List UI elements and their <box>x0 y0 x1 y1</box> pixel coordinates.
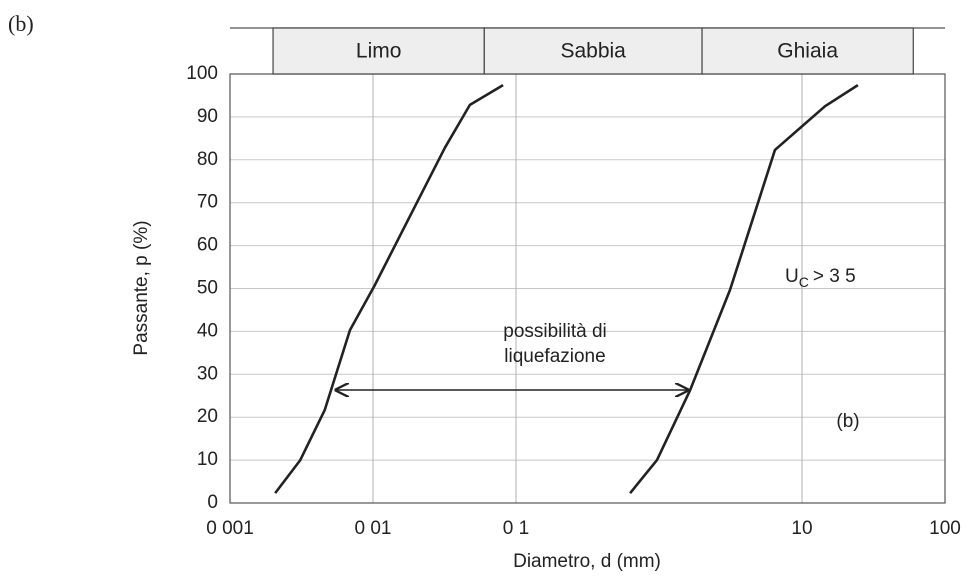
y-tick-label: 90 <box>197 106 218 127</box>
grid <box>229 73 946 504</box>
band-label: Sabbia <box>560 40 626 63</box>
x-tick-label: 10 <box>791 518 812 539</box>
uc-symbol: U <box>785 266 799 287</box>
y-tick-label: 50 <box>197 278 218 299</box>
x-axis-label: Diametro, d (mm) <box>513 551 661 572</box>
y-tick-label: 40 <box>197 320 218 341</box>
y-tick-label: 70 <box>197 192 218 213</box>
y-tick-label: 60 <box>197 235 218 256</box>
band <box>701 27 914 75</box>
y-axis-label: Passante, p (%) <box>131 220 152 355</box>
annotation: (b) <box>836 411 859 432</box>
chart-title: (b) <box>8 11 34 36</box>
marks <box>274 84 859 494</box>
y-tick-label: 30 <box>197 363 218 384</box>
annotation: liquefazione <box>504 346 605 367</box>
band <box>483 27 703 75</box>
y-tick-label: 10 <box>197 449 218 470</box>
annotation: UC > 3 5 <box>785 266 856 290</box>
x-tick-label: 0 1 <box>503 518 529 539</box>
y-tick-label: 0 <box>207 492 218 513</box>
y-tick-label: 100 <box>186 63 218 84</box>
y-tick-label: 20 <box>197 406 218 427</box>
x-tick-label: 0 001 <box>206 518 254 539</box>
line <box>629 84 859 494</box>
line <box>274 84 504 494</box>
uc-subscript: C <box>799 274 809 290</box>
x-tick-label: 0 01 <box>355 518 392 539</box>
y-tick-label: 80 <box>197 149 218 170</box>
band-label: Limo <box>356 40 402 63</box>
uc-value: > 3 5 <box>813 266 856 287</box>
annotation: possibilità di <box>503 321 607 342</box>
x-tick-label: 100 <box>929 518 961 539</box>
band-label: Ghiaia <box>777 40 838 63</box>
